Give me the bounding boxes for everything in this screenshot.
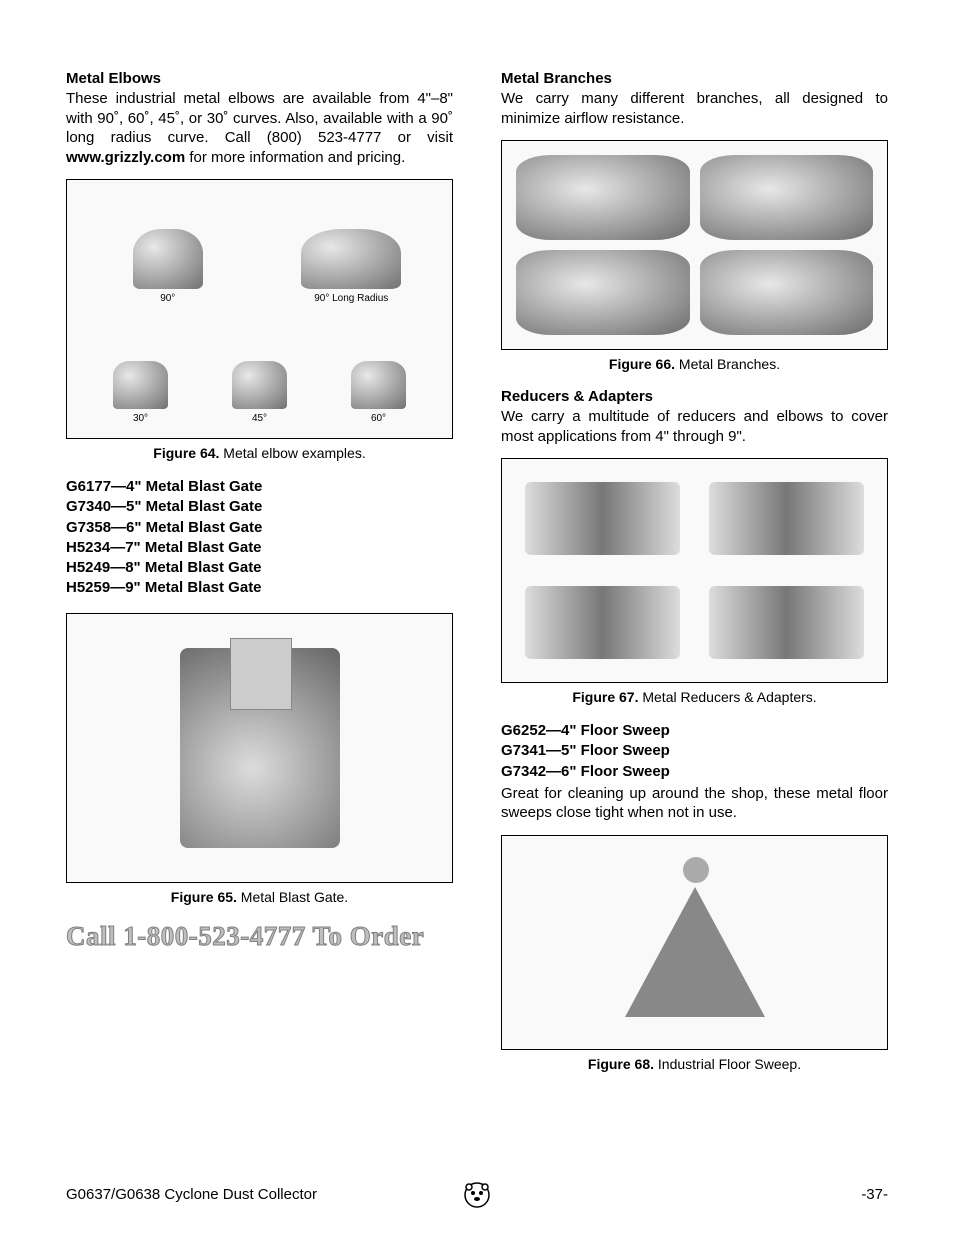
figure-67-caption: Figure 67. Metal Reducers & Adapters. — [501, 689, 888, 705]
floor-sweep-port-icon — [683, 857, 709, 883]
branch-tee2-icon — [700, 250, 874, 335]
blast-gate-image — [180, 648, 340, 848]
list-item: G6252—4" Floor Sweep — [501, 721, 888, 741]
list-item: G6177—4" Metal Blast Gate — [66, 477, 453, 497]
text-metal-elbows: These industrial metal elbows are availa… — [66, 89, 453, 167]
fig68-label: Figure 68. — [588, 1056, 654, 1072]
figure-64-caption: Figure 64. Metal elbow examples. — [66, 445, 453, 461]
elbows-text-pre: These industrial metal elbows are availa… — [66, 90, 453, 146]
branch-y-icon — [516, 155, 690, 240]
reducer-icon — [709, 482, 864, 555]
heading-metal-elbows: Metal Elbows — [66, 70, 453, 87]
floor-sweep-product-list: G6252—4" Floor Sweep G7341—5" Floor Swee… — [501, 721, 888, 782]
label-30: 30° — [133, 413, 148, 424]
label-90lr: 90° Long Radius — [314, 293, 388, 304]
elbows-text-link[interactable]: www.grizzly.com — [66, 149, 185, 166]
call-to-order-banner: Call 1-800-523-4777 To Order — [66, 921, 453, 952]
list-item: G7358—6" Metal Blast Gate — [66, 518, 453, 538]
figure-65-caption: Figure 65. Metal Blast Gate. — [66, 889, 453, 905]
heading-reducers: Reducers & Adapters — [501, 388, 888, 405]
list-item: H5234—7" Metal Blast Gate — [66, 538, 453, 558]
branches-image — [502, 141, 887, 349]
footer-left: G0637/G0638 Cyclone Dust Collector — [66, 1186, 317, 1203]
floor-sweep-body-icon — [625, 887, 765, 1017]
list-item: G7340—5" Metal Blast Gate — [66, 497, 453, 517]
fig65-text: Metal Blast Gate. — [237, 889, 348, 905]
text-metal-branches: We carry many different branches, all de… — [501, 89, 888, 128]
grizzly-logo-icon — [463, 1181, 491, 1209]
fig64-label: Figure 64. — [153, 445, 219, 461]
figure-64-box: 90° 90° Long Radius 30° 45° 60° — [66, 179, 453, 439]
elbow-90-icon — [133, 229, 203, 289]
figure-65-box — [66, 613, 453, 883]
elbow-60-icon — [351, 361, 406, 409]
fig64-text: Metal elbow examples. — [219, 445, 365, 461]
figure-67-box — [501, 458, 888, 683]
heading-metal-branches: Metal Branches — [501, 70, 888, 87]
elbow-30-icon — [113, 361, 168, 409]
reducers-image — [502, 459, 887, 682]
floor-sweep-image — [605, 857, 785, 1027]
list-item: G7341—5" Floor Sweep — [501, 741, 888, 761]
page-footer: G0637/G0638 Cyclone Dust Collector -37- — [66, 1186, 888, 1203]
branch-triple-icon — [700, 155, 874, 240]
reducer-icon — [525, 586, 680, 659]
list-item: G7342—6" Floor Sweep — [501, 762, 888, 782]
text-floor-sweep: Great for cleaning up around the shop, t… — [501, 784, 888, 823]
fig65-label: Figure 65. — [171, 889, 237, 905]
left-column: Metal Elbows These industrial metal elbo… — [66, 70, 453, 1088]
list-item: H5259—9" Metal Blast Gate — [66, 578, 453, 598]
right-column: Metal Branches We carry many different b… — [501, 70, 888, 1088]
elbow-examples-image: 90° 90° Long Radius 30° 45° 60° — [67, 180, 452, 438]
reducer-icon — [709, 586, 864, 659]
elbow-90-long-radius-icon — [301, 229, 401, 289]
fig66-text: Metal Branches. — [675, 356, 780, 372]
figure-68-box — [501, 835, 888, 1050]
blast-gate-product-list: G6177—4" Metal Blast Gate G7340—5" Metal… — [66, 477, 453, 599]
figure-66-caption: Figure 66. Metal Branches. — [501, 356, 888, 372]
figure-68-caption: Figure 68. Industrial Floor Sweep. — [501, 1056, 888, 1072]
label-60: 60° — [371, 413, 386, 424]
list-item: H5249—8" Metal Blast Gate — [66, 558, 453, 578]
elbows-text-post: for more information and pricing. — [185, 149, 405, 166]
fig67-text: Metal Reducers & Adapters. — [638, 689, 816, 705]
fig67-label: Figure 67. — [572, 689, 638, 705]
reducer-icon — [525, 482, 680, 555]
fig68-text: Industrial Floor Sweep. — [654, 1056, 801, 1072]
footer-right: -37- — [861, 1186, 888, 1203]
branch-tee-icon — [516, 250, 690, 335]
fig66-label: Figure 66. — [609, 356, 675, 372]
label-90: 90° — [160, 293, 175, 304]
text-reducers: We carry a multitude of reducers and elb… — [501, 407, 888, 446]
label-45: 45° — [252, 413, 267, 424]
figure-66-box — [501, 140, 888, 350]
elbow-45-icon — [232, 361, 287, 409]
